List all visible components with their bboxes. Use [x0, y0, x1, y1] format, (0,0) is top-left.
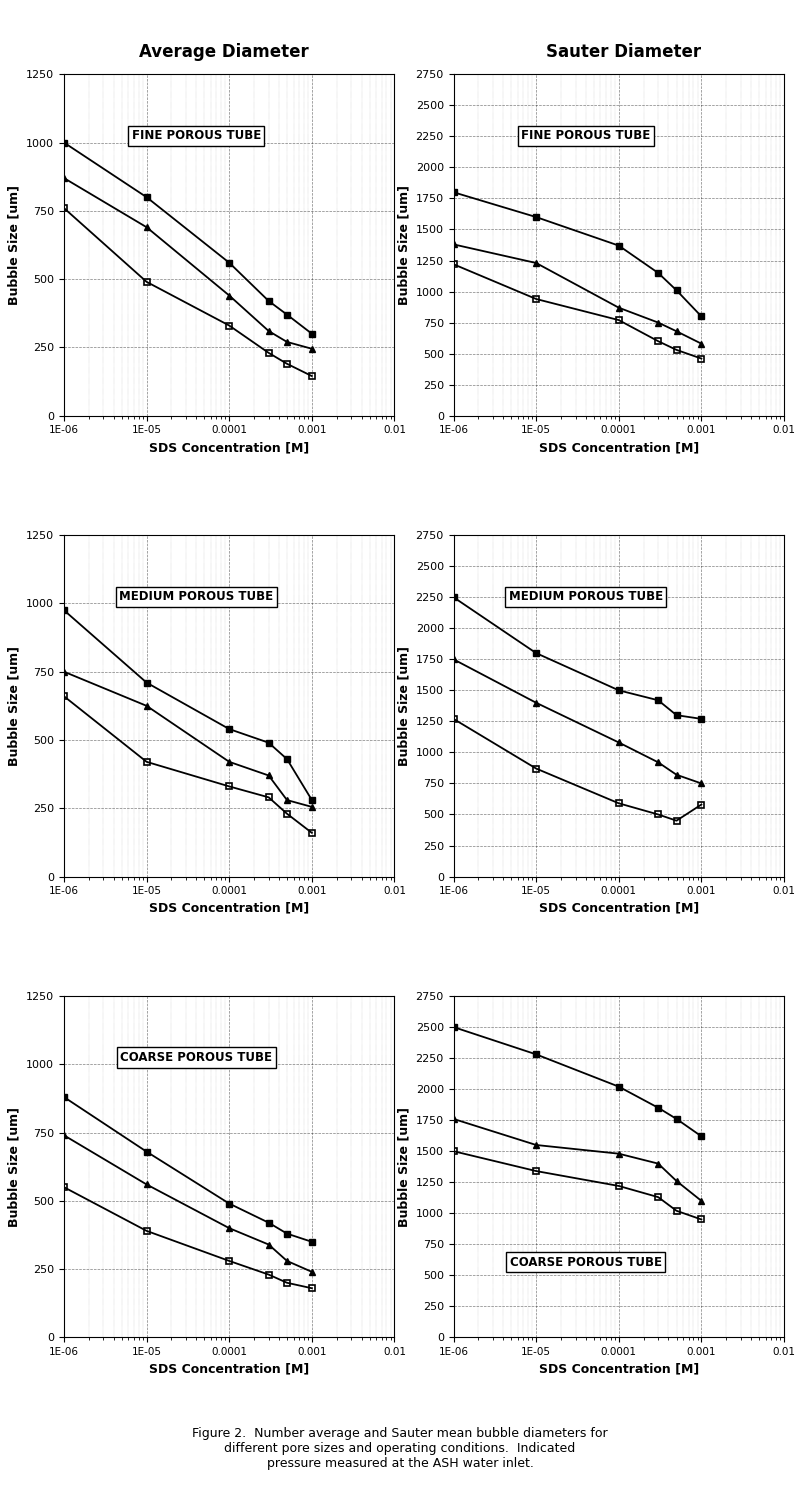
Text: FINE POROUS TUBE: FINE POROUS TUBE: [131, 129, 261, 143]
Text: 10.0 PSI: 10.0 PSI: [431, 776, 476, 786]
Text: 5.0 PSI: 5.0 PSI: [431, 1162, 470, 1171]
Text: Average Diameter: Average Diameter: [139, 43, 309, 61]
Text: Figure 2.  Number average and Sauter mean bubble diameters for
different pore si: Figure 2. Number average and Sauter mean…: [192, 1427, 608, 1470]
Text: MEDIUM POROUS TUBE: MEDIUM POROUS TUBE: [509, 590, 662, 603]
Text: 2.5 PSI: 2.5 PSI: [431, 165, 470, 175]
Text: 10.0 PSI: 10.0 PSI: [431, 315, 476, 325]
Text: 10.0 PSI: 10.0 PSI: [431, 1236, 476, 1247]
Text: COARSE POROUS TUBE: COARSE POROUS TUBE: [120, 1051, 272, 1064]
Text: 5.0 PSI: 5.0 PSI: [431, 701, 470, 710]
X-axis label: SDS Concentration [M]: SDS Concentration [M]: [538, 441, 699, 453]
Y-axis label: Bubble Size [um]: Bubble Size [um]: [7, 1107, 21, 1227]
X-axis label: SDS Concentration [M]: SDS Concentration [M]: [149, 441, 310, 453]
Y-axis label: Bubble Size [um]: Bubble Size [um]: [397, 184, 410, 305]
Text: FINE POROUS TUBE: FINE POROUS TUBE: [521, 129, 650, 143]
Text: 2.5 PSI: 2.5 PSI: [431, 626, 470, 636]
X-axis label: SDS Concentration [M]: SDS Concentration [M]: [538, 902, 699, 915]
Text: Sauter Diameter: Sauter Diameter: [546, 43, 702, 61]
Y-axis label: Bubble Size [um]: Bubble Size [um]: [7, 646, 21, 765]
Text: 2.5 PSI: 2.5 PSI: [431, 1086, 470, 1097]
X-axis label: SDS Concentration [M]: SDS Concentration [M]: [149, 902, 310, 915]
Text: MEDIUM POROUS TUBE: MEDIUM POROUS TUBE: [119, 590, 274, 603]
X-axis label: SDS Concentration [M]: SDS Concentration [M]: [538, 1363, 699, 1376]
Y-axis label: Bubble Size [um]: Bubble Size [um]: [397, 1107, 410, 1227]
Y-axis label: Bubble Size [um]: Bubble Size [um]: [7, 184, 21, 305]
Text: 5.0 PSI: 5.0 PSI: [431, 241, 470, 250]
X-axis label: SDS Concentration [M]: SDS Concentration [M]: [149, 1363, 310, 1376]
Text: COARSE POROUS TUBE: COARSE POROUS TUBE: [510, 1256, 662, 1269]
Y-axis label: Bubble Size [um]: Bubble Size [um]: [397, 646, 410, 765]
